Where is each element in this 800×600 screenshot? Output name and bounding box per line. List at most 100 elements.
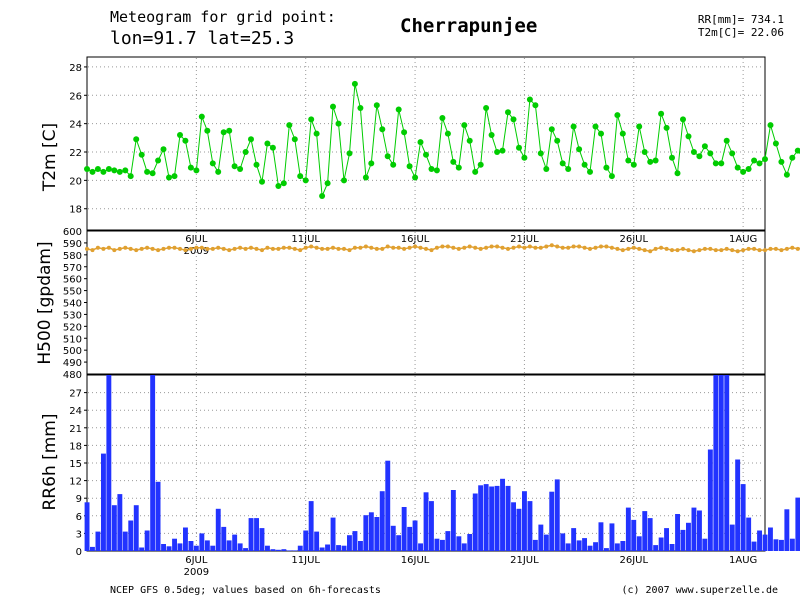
temperature-point — [406, 163, 413, 170]
precipitation-bar — [483, 484, 489, 551]
temperature-point — [417, 139, 424, 146]
geopotential-point — [418, 245, 423, 250]
temperature-point — [789, 154, 796, 161]
geopotential-bottom-label: 480 — [63, 370, 82, 381]
geopotential-point — [188, 246, 193, 251]
geopotential-point — [631, 245, 636, 250]
temperature-point — [237, 166, 244, 172]
precipitation-bar — [237, 543, 243, 551]
geopotential-point — [779, 248, 784, 253]
temperature-point — [641, 149, 648, 155]
temperature-point — [647, 158, 654, 165]
geopotential-ytick-label: 530 — [63, 310, 82, 321]
temperature-point — [155, 157, 162, 164]
temperature-point — [718, 160, 725, 167]
temperature-point — [127, 173, 134, 180]
temperature-point — [707, 150, 714, 157]
geopotential-point — [675, 248, 680, 253]
geopotential-point — [795, 246, 800, 251]
precipitation-bar — [221, 526, 227, 551]
geopotential-point — [533, 245, 538, 250]
temperature-point — [259, 178, 265, 185]
geopotential-ytick-label: 500 — [63, 346, 82, 357]
geopotential-point — [544, 244, 549, 249]
precipitation-ytick-label: 3 — [76, 529, 82, 540]
temperature-point — [362, 174, 369, 181]
temperature-point — [412, 174, 419, 181]
precipitation-bar — [713, 375, 719, 551]
precipitation-bar — [193, 545, 199, 551]
precipitation-bar — [456, 536, 462, 551]
precipitation-bar — [614, 543, 620, 551]
temperature-point — [745, 166, 752, 172]
temperature-point — [669, 154, 675, 161]
geopotential-point — [746, 246, 751, 251]
precipitation-axis-title: RR6h [mm] — [40, 413, 60, 510]
temperature-point — [701, 143, 708, 150]
precipitation-bar — [620, 541, 626, 551]
geopotential-point — [199, 245, 204, 250]
precipitation-bar — [106, 375, 112, 551]
geopotential-point — [773, 246, 778, 251]
precipitation-bar — [243, 548, 248, 551]
precipitation-bar — [647, 518, 653, 551]
footer-copyright: (c) 2007 www.superzelle.de — [621, 585, 778, 596]
precipitation-bar — [675, 514, 680, 551]
geopotential-point — [90, 248, 95, 253]
precipitation-bar — [111, 505, 117, 551]
precipitation-bar — [746, 517, 752, 551]
geopotential-point — [527, 244, 532, 249]
temperature-series-line — [86, 83, 800, 197]
temperature-point — [204, 127, 211, 134]
geopotential-point — [95, 245, 100, 250]
precipitation-bar — [636, 536, 642, 551]
geopotential-point — [101, 246, 106, 251]
geopotential-ytick-label: 550 — [63, 287, 82, 298]
temperature-point — [740, 168, 747, 175]
precipitation-bar — [95, 531, 101, 551]
geopotential-point — [484, 245, 489, 250]
geopotential-point — [517, 244, 521, 249]
precipitation-bar — [560, 533, 566, 551]
temperature-point — [466, 137, 473, 144]
temperature-point — [663, 124, 670, 131]
temperature-ytick-label: 22 — [69, 148, 82, 159]
geopotential-point — [424, 246, 428, 251]
geopotential-point — [489, 244, 494, 249]
temperature-xtick-label: 11JUL — [291, 234, 320, 245]
geopotential-point — [309, 244, 314, 249]
precipitation-bar — [172, 538, 177, 551]
temperature-point — [729, 150, 736, 157]
temperature-point — [592, 123, 599, 130]
temperature-point — [472, 168, 479, 175]
temperature-point — [193, 167, 200, 174]
temperature-axis-title: T2m [C] — [40, 123, 60, 192]
precipitation-bar — [363, 515, 369, 551]
precipitation-bar — [144, 530, 150, 551]
temperature-point — [570, 123, 577, 130]
geopotential-point — [566, 245, 571, 250]
temperature-point — [658, 110, 665, 117]
temperature-point — [341, 177, 347, 184]
precipitation-bar — [642, 511, 648, 551]
temperature-point — [187, 164, 194, 171]
temperature-point — [297, 173, 304, 180]
geopotential-point — [686, 248, 691, 253]
geopotential-point — [626, 246, 631, 251]
precipitation-bar — [664, 528, 669, 551]
temperature-point — [215, 168, 222, 175]
temperature-point — [269, 144, 276, 151]
temperature-point — [302, 177, 309, 184]
temperature-point — [630, 161, 637, 168]
precipitation-bar — [461, 543, 467, 551]
geopotential-point — [582, 245, 587, 250]
temperature-point — [171, 173, 178, 180]
precipitation-bar — [522, 491, 527, 551]
geopotential-point — [713, 248, 718, 253]
geopotential-point — [303, 245, 308, 250]
geopotential-point — [407, 245, 412, 250]
temperature-frame — [86, 56, 766, 231]
temperature-point — [160, 146, 167, 153]
temperature-point — [734, 164, 741, 171]
temperature-point — [685, 133, 692, 140]
